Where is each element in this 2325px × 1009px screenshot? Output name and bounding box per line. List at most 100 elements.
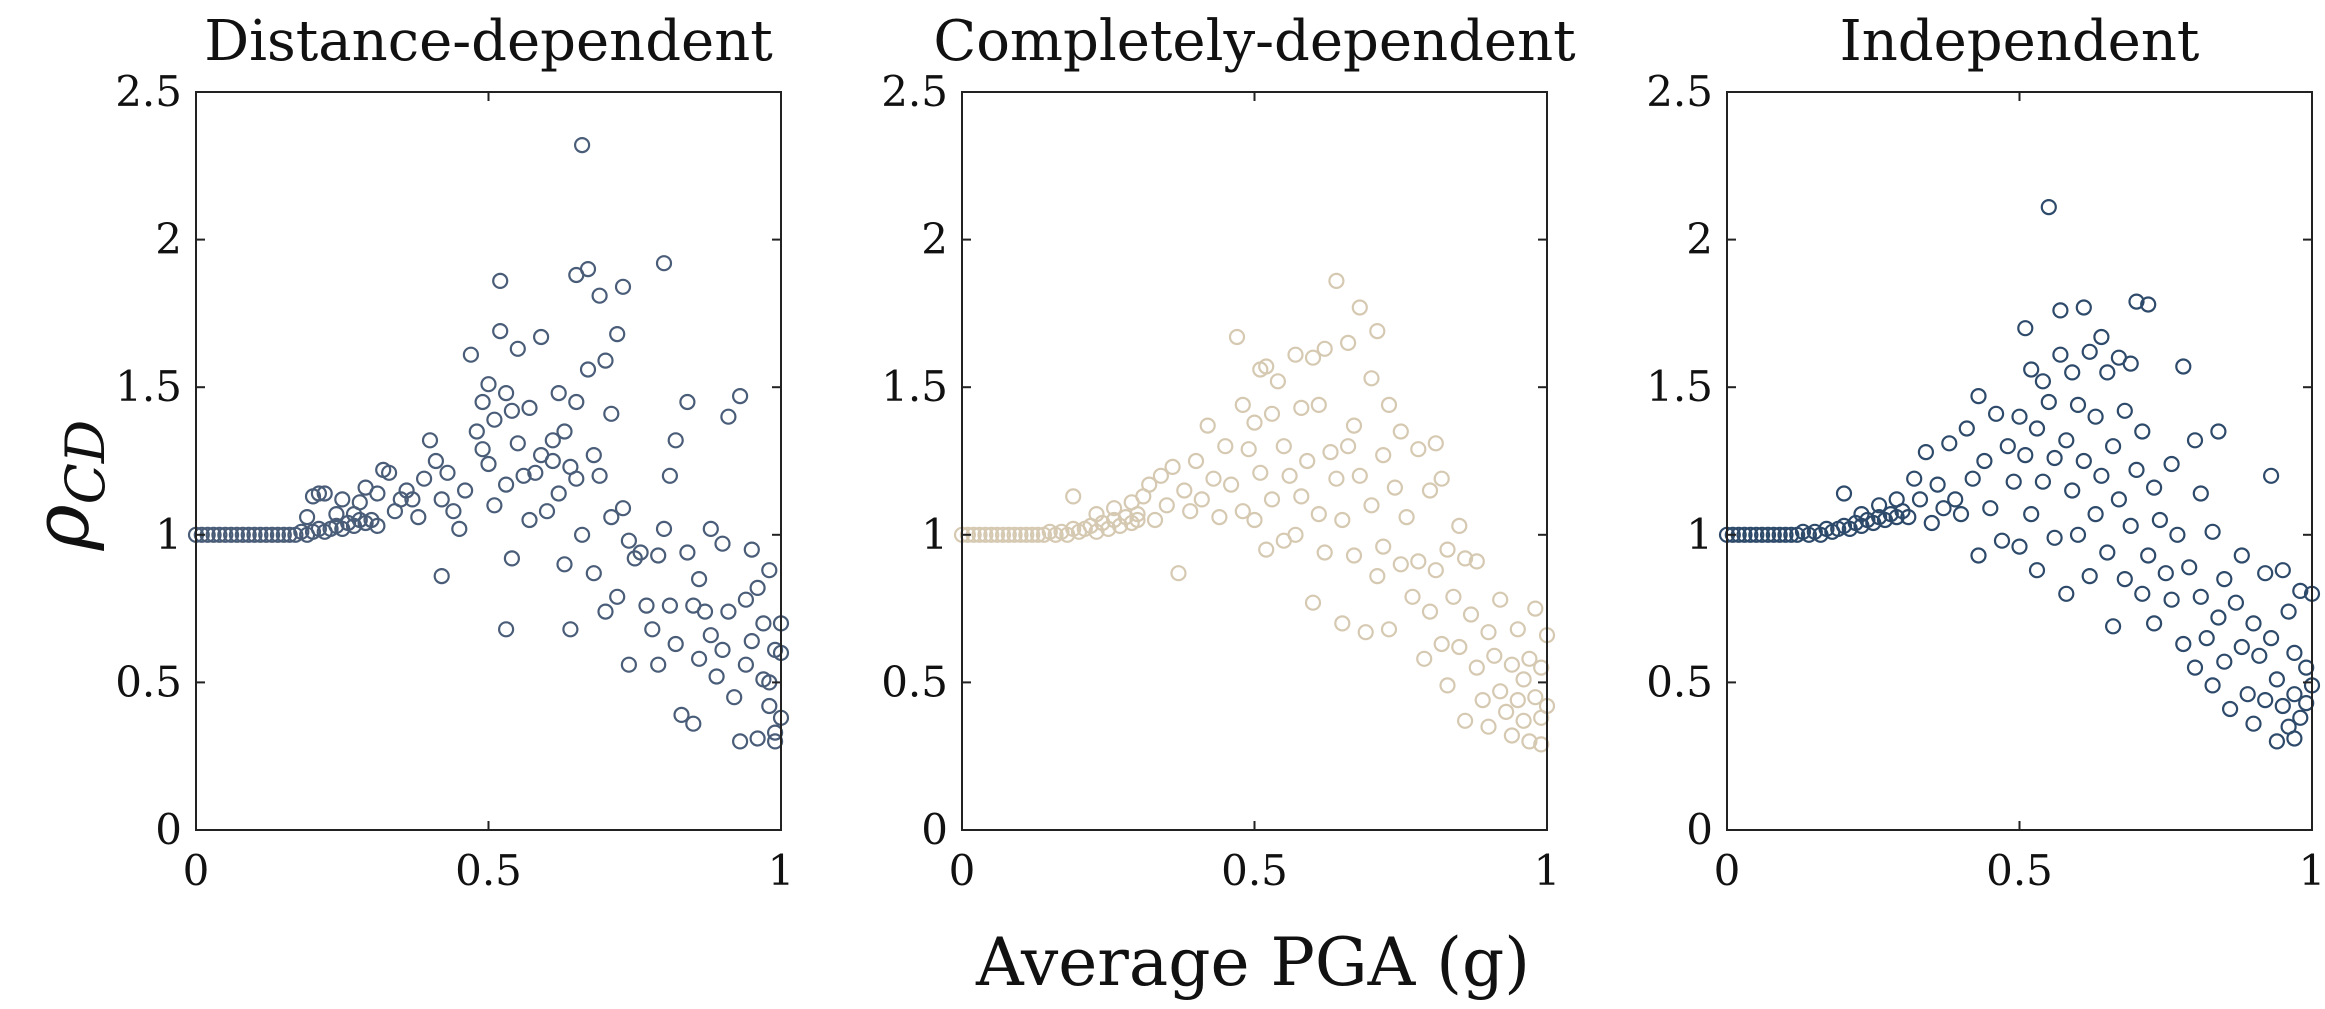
data-point [2192,588,2209,605]
data-point [2069,396,2087,413]
data-point [2268,671,2285,688]
data-point [2146,615,2163,632]
y-tick-label: 0 [155,805,182,854]
data-point [2128,461,2145,478]
data-point [439,464,456,481]
data-point [2251,647,2268,664]
data-point [2245,615,2262,632]
data-point [1345,417,1363,434]
data-point [1018,526,1035,543]
data-point [2233,547,2250,564]
data-point [609,326,626,343]
y-tick-label: 0.5 [881,657,948,706]
data-point [1976,452,1993,470]
data-point [1199,417,1216,434]
data-point [1304,349,1322,366]
data-point [2034,373,2052,390]
data-point [568,470,585,487]
data-point [1929,476,1946,493]
data-point [1258,358,1275,375]
data-point [1380,621,1398,638]
data-point [1480,624,1497,641]
data-point [1748,526,1765,543]
data-point [2257,565,2274,582]
data-point [1521,733,1538,750]
data-point [421,432,439,449]
data-point [1328,470,1345,487]
data-point [2175,358,2192,375]
data-point [492,323,509,340]
panel-title: Independent [1840,9,2200,74]
data-point [597,603,614,620]
data-point [527,464,544,481]
data-point [1310,396,1327,413]
data-point [316,485,333,502]
data-point [1187,452,1205,470]
data-point [1263,491,1281,508]
data-point [2034,473,2052,490]
data-point [1947,491,1964,508]
data-point [1176,482,1193,499]
x-tick-label: 1 [768,846,795,895]
data-point [1275,438,1292,455]
data-point [521,511,538,529]
data-point [1468,553,1485,570]
data-point [498,476,515,493]
data-point [1386,479,1404,496]
data-point [1993,532,2011,549]
data-point [1269,373,1287,390]
data-point [667,432,684,449]
data-point [2093,328,2110,346]
data-point [591,467,608,484]
data-point [562,621,579,638]
data-point [2151,511,2168,529]
data-point [1351,467,1368,484]
scatter-points [187,137,790,750]
data-point [427,452,444,470]
data-point [673,706,690,724]
data-point [1369,567,1386,585]
data-point [1451,638,1468,656]
data-point [1486,647,1503,664]
data-point [223,526,240,543]
data-point [2128,293,2145,310]
y-tick-label: 0 [921,805,948,854]
data-point [2263,629,2280,647]
data-point [644,621,661,638]
data-point [2216,570,2233,588]
data-point [994,526,1012,543]
data-point [2069,526,2087,543]
data-point [1533,736,1550,753]
data-point [720,603,737,620]
data-point [1935,500,1952,517]
data-point [1246,511,1263,529]
data-point [281,526,298,543]
data-point [462,346,479,363]
data-point [2075,452,2092,470]
data-point [1152,467,1170,484]
data-point [544,452,561,470]
data-point [503,402,520,419]
data-point [515,467,532,484]
chart-panel-3: Independent 0 0.5 1 1.5 2 2.5 0 0.5 1 [1646,9,2325,895]
data-point [1970,547,1987,564]
data-point [2163,591,2180,608]
data-point [503,550,520,567]
data-point [1281,467,1298,484]
data-point [1462,606,1480,623]
data-point [714,535,731,552]
data-point [381,464,398,481]
data-point [264,526,281,543]
data-point [2011,408,2028,425]
svg-text:ρCD: ρCD [17,420,117,551]
data-point [1375,447,1392,464]
data-point [474,393,491,411]
data-point [766,733,784,750]
data-point [1228,328,1246,346]
data-point [661,467,679,484]
data-point [2052,346,2069,363]
data-point [2186,432,2204,449]
data-point [2257,691,2274,709]
data-point [1246,414,1263,431]
data-point [1952,505,1970,523]
